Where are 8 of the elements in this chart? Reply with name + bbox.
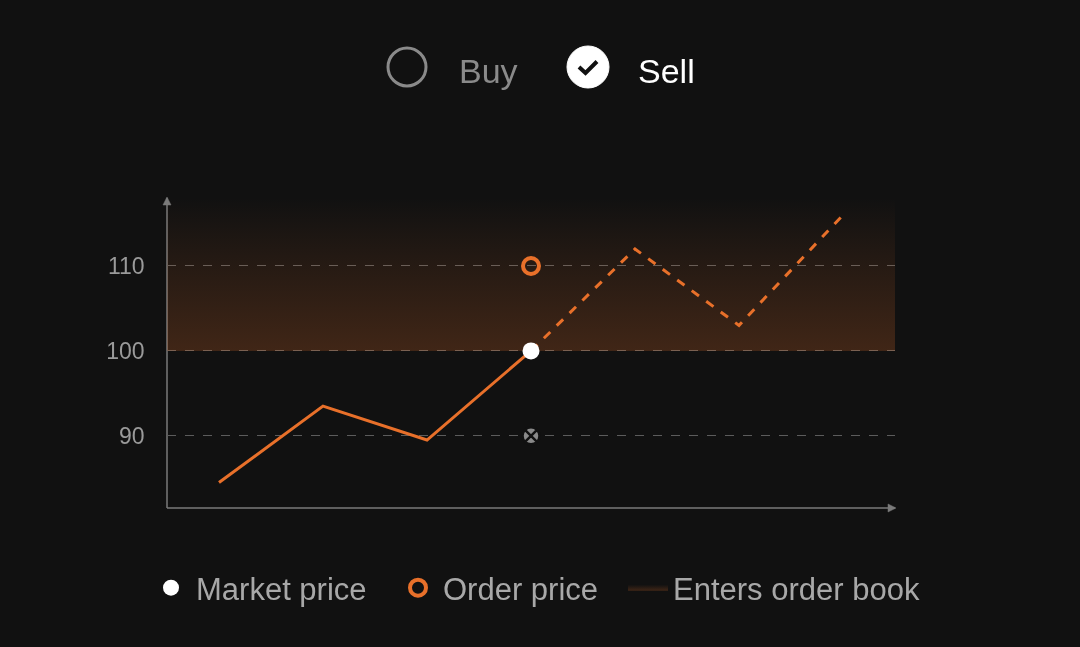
y-tick-label: 100 — [106, 337, 145, 364]
legend-label: Market price — [196, 571, 367, 607]
legend-label: Enters order book — [673, 571, 920, 607]
legend-label: Order price — [443, 571, 599, 607]
text: Buy — [459, 52, 518, 90]
y-tick-label: 110 — [107, 253, 145, 279]
text: Sell — [638, 52, 695, 90]
y-tick-label: 90 — [119, 422, 145, 449]
